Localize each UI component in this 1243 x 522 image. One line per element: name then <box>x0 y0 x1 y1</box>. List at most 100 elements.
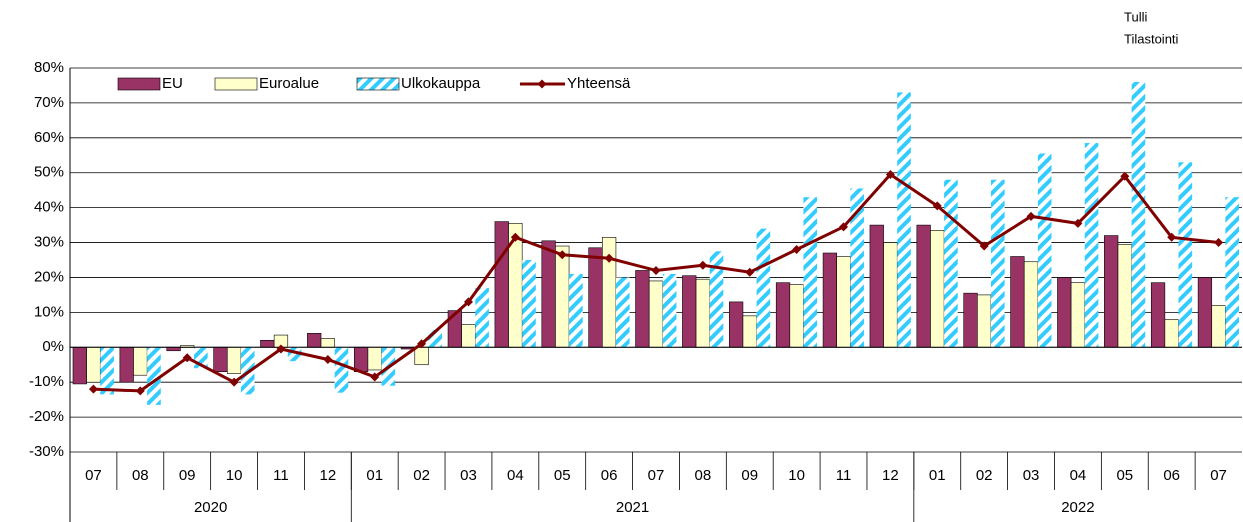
bar <box>836 256 851 348</box>
bar <box>1023 261 1039 348</box>
bar <box>1164 319 1179 348</box>
bar <box>944 179 958 348</box>
bar <box>119 346 134 383</box>
bar <box>803 197 818 348</box>
legend-swatch <box>214 77 258 91</box>
line-marker <box>792 245 802 255</box>
x-tick-label: 12 <box>319 467 336 484</box>
x-tick-label: 02 <box>976 467 993 484</box>
x-tick-label: 01 <box>929 467 946 484</box>
line-marker <box>370 372 380 382</box>
bar <box>916 224 931 348</box>
x-tick-label: 09 <box>741 467 758 484</box>
bar <box>1197 277 1213 348</box>
x-tick-label: 02 <box>413 467 430 484</box>
bar <box>1070 282 1086 348</box>
bar <box>1225 197 1239 348</box>
bar <box>307 333 322 348</box>
x-tick-label: 06 <box>1163 467 1180 484</box>
group-label: 2020 <box>194 499 227 516</box>
bar <box>353 346 369 373</box>
annotation: Tilastointi <box>1124 31 1179 46</box>
legend-label: Euroalue <box>259 75 319 92</box>
y-tick-label: 0% <box>42 338 64 355</box>
legend-label: EU <box>162 75 183 92</box>
line-marker <box>182 353 192 363</box>
x-tick-label: 09 <box>179 467 196 484</box>
legend-swatch <box>117 77 161 91</box>
bar <box>588 247 603 348</box>
x-tick-label: 01 <box>366 467 383 484</box>
x-tick-label: 12 <box>882 467 899 484</box>
bar <box>86 346 101 383</box>
x-tick-label: 03 <box>1023 467 1040 484</box>
y-tick-label: 50% <box>34 164 64 181</box>
line-marker <box>1026 211 1036 221</box>
line-marker <box>979 241 989 251</box>
line-marker <box>1120 171 1130 181</box>
bar <box>822 252 838 348</box>
bar <box>1104 235 1119 348</box>
bar <box>226 346 242 374</box>
y-tick-label: 10% <box>34 303 64 320</box>
group-label: 2021 <box>616 499 649 516</box>
bar <box>555 245 570 348</box>
bar <box>789 284 804 348</box>
line-marker <box>229 377 239 387</box>
x-tick-label: 04 <box>1070 467 1087 484</box>
legend-swatch <box>356 77 400 91</box>
bar <box>963 292 978 348</box>
bar <box>147 347 161 405</box>
y-tick-label: -20% <box>29 408 64 425</box>
line-marker <box>604 253 614 263</box>
bar <box>213 346 228 373</box>
bar <box>133 346 148 376</box>
x-tick-label: 03 <box>460 467 477 484</box>
line-marker <box>839 222 849 232</box>
line-marker <box>1167 232 1177 242</box>
bar <box>682 275 697 348</box>
bar <box>977 294 992 348</box>
bar <box>494 221 509 348</box>
line-marker <box>932 201 942 211</box>
bar <box>850 188 864 348</box>
x-tick-label: 11 <box>836 467 852 484</box>
bar <box>1150 282 1166 348</box>
x-tick-label: 07 <box>85 467 102 484</box>
line-marker <box>276 344 286 354</box>
bar <box>756 228 771 348</box>
bar <box>100 347 114 395</box>
line-marker <box>651 265 661 275</box>
bar <box>447 310 462 348</box>
legend-label: Ulkokauppa <box>401 75 481 92</box>
bar <box>897 92 911 348</box>
line-marker <box>1214 238 1224 248</box>
bar <box>72 346 87 385</box>
bar <box>461 324 476 348</box>
legend-label: Yhteensä <box>567 75 631 92</box>
line-marker <box>885 169 895 179</box>
group-label: 2022 <box>1061 499 1094 516</box>
bar <box>334 347 349 393</box>
bar <box>695 278 710 348</box>
line-marker <box>557 250 567 260</box>
bar <box>869 224 884 348</box>
x-tick-label: 04 <box>507 467 524 484</box>
legend-marker <box>537 79 547 89</box>
line-marker <box>135 386 145 396</box>
line-marker <box>745 267 755 277</box>
x-tick-label: 10 <box>226 467 243 484</box>
bar <box>709 251 724 348</box>
bar <box>1010 256 1025 348</box>
bar <box>662 273 677 348</box>
bar <box>742 315 757 348</box>
line-marker <box>1073 218 1083 228</box>
x-tick-label: 08 <box>695 467 712 484</box>
bar <box>367 346 382 371</box>
bar <box>729 301 744 348</box>
y-tick-label: 20% <box>34 268 64 285</box>
bar <box>320 338 335 348</box>
bar <box>990 179 1005 348</box>
bar <box>1084 143 1099 348</box>
line-marker <box>463 297 473 307</box>
